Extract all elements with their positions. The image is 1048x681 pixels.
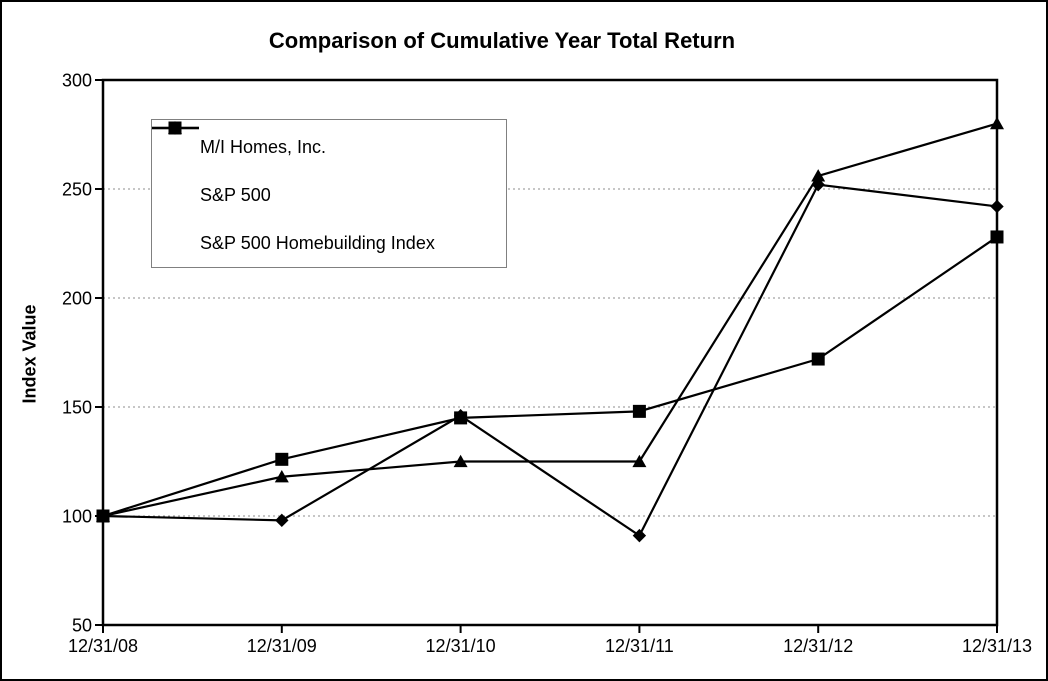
legend-item-s-p-500: S&P 500 <box>152 121 506 220</box>
y-tick-label-250: 250 <box>62 180 92 200</box>
data-point-s-p-500-4 <box>811 352 825 366</box>
legend-marker-triangle <box>168 121 182 134</box>
data-point-m-i-homes-inc-1 <box>275 513 289 528</box>
legend-label: M/I Homes, Inc. <box>200 137 327 158</box>
data-point-s-p-500-homebuilding-index-2 <box>453 454 468 468</box>
series-line-s-p-500-homebuilding-index <box>102 122 998 518</box>
x-tick-label-5: 12/31/13 <box>962 636 1032 656</box>
x-tick-label-1: 12/31/09 <box>247 636 317 656</box>
series-line-s-p-500 <box>102 236 998 518</box>
y-tick-label-100: 100 <box>62 507 92 527</box>
x-tick-label-4: 12/31/12 <box>783 636 853 656</box>
y-tick-label-200: 200 <box>62 289 92 309</box>
legend-triangle-icon <box>152 121 199 134</box>
legend-label: S&P 500 Homebuilding Index <box>200 232 435 253</box>
x-tick-label-3: 12/31/11 <box>605 636 674 656</box>
data-point-m-i-homes-inc-4 <box>811 177 825 192</box>
y-tick-label-50: 50 <box>72 616 92 636</box>
legend-item-m-i-homes-inc: M/I Homes, Inc. <box>152 121 506 172</box>
data-point-s-p-500-homebuilding-index-1 <box>274 469 289 483</box>
data-point-s-p-500-homebuilding-index-5 <box>990 116 1004 130</box>
legend: M/I Homes, Inc. S&P 500 S&P 500 Homebuildi… <box>151 119 507 268</box>
x-tick-label-0: 12/31/08 <box>68 636 138 656</box>
data-point-s-p-500-3 <box>632 404 646 418</box>
legend-item-s-p-500-homebuilding-index: S&P 500 Homebuilding Index <box>152 121 506 267</box>
data-point-s-p-500-homebuilding-index-0 <box>96 509 110 522</box>
plot-frame <box>101 78 999 627</box>
data-point-s-p-500-5 <box>990 230 1004 244</box>
data-point-s-p-500-homebuilding-index-4 <box>811 169 826 182</box>
chart-title: Comparison of Cumulative Year Total Retu… <box>268 28 736 53</box>
data-point-m-i-homes-inc-3 <box>632 528 647 543</box>
x-tick-label-2: 12/31/10 <box>426 636 496 656</box>
data-point-s-p-500-homebuilding-index-3 <box>632 454 647 468</box>
series-line-m-i-homes-inc <box>102 183 998 538</box>
series-s-p-500 <box>96 230 1004 523</box>
data-point-s-p-500-2 <box>454 411 468 425</box>
series-s-p-500-homebuilding-index <box>96 116 1004 522</box>
data-point-s-p-500-1 <box>275 452 289 466</box>
y-tick-label-150: 150 <box>62 398 92 418</box>
y-tick-label-300: 300 <box>62 71 92 91</box>
data-point-m-i-homes-inc-5 <box>990 199 1004 214</box>
legend-label: S&P 500 <box>200 185 271 205</box>
